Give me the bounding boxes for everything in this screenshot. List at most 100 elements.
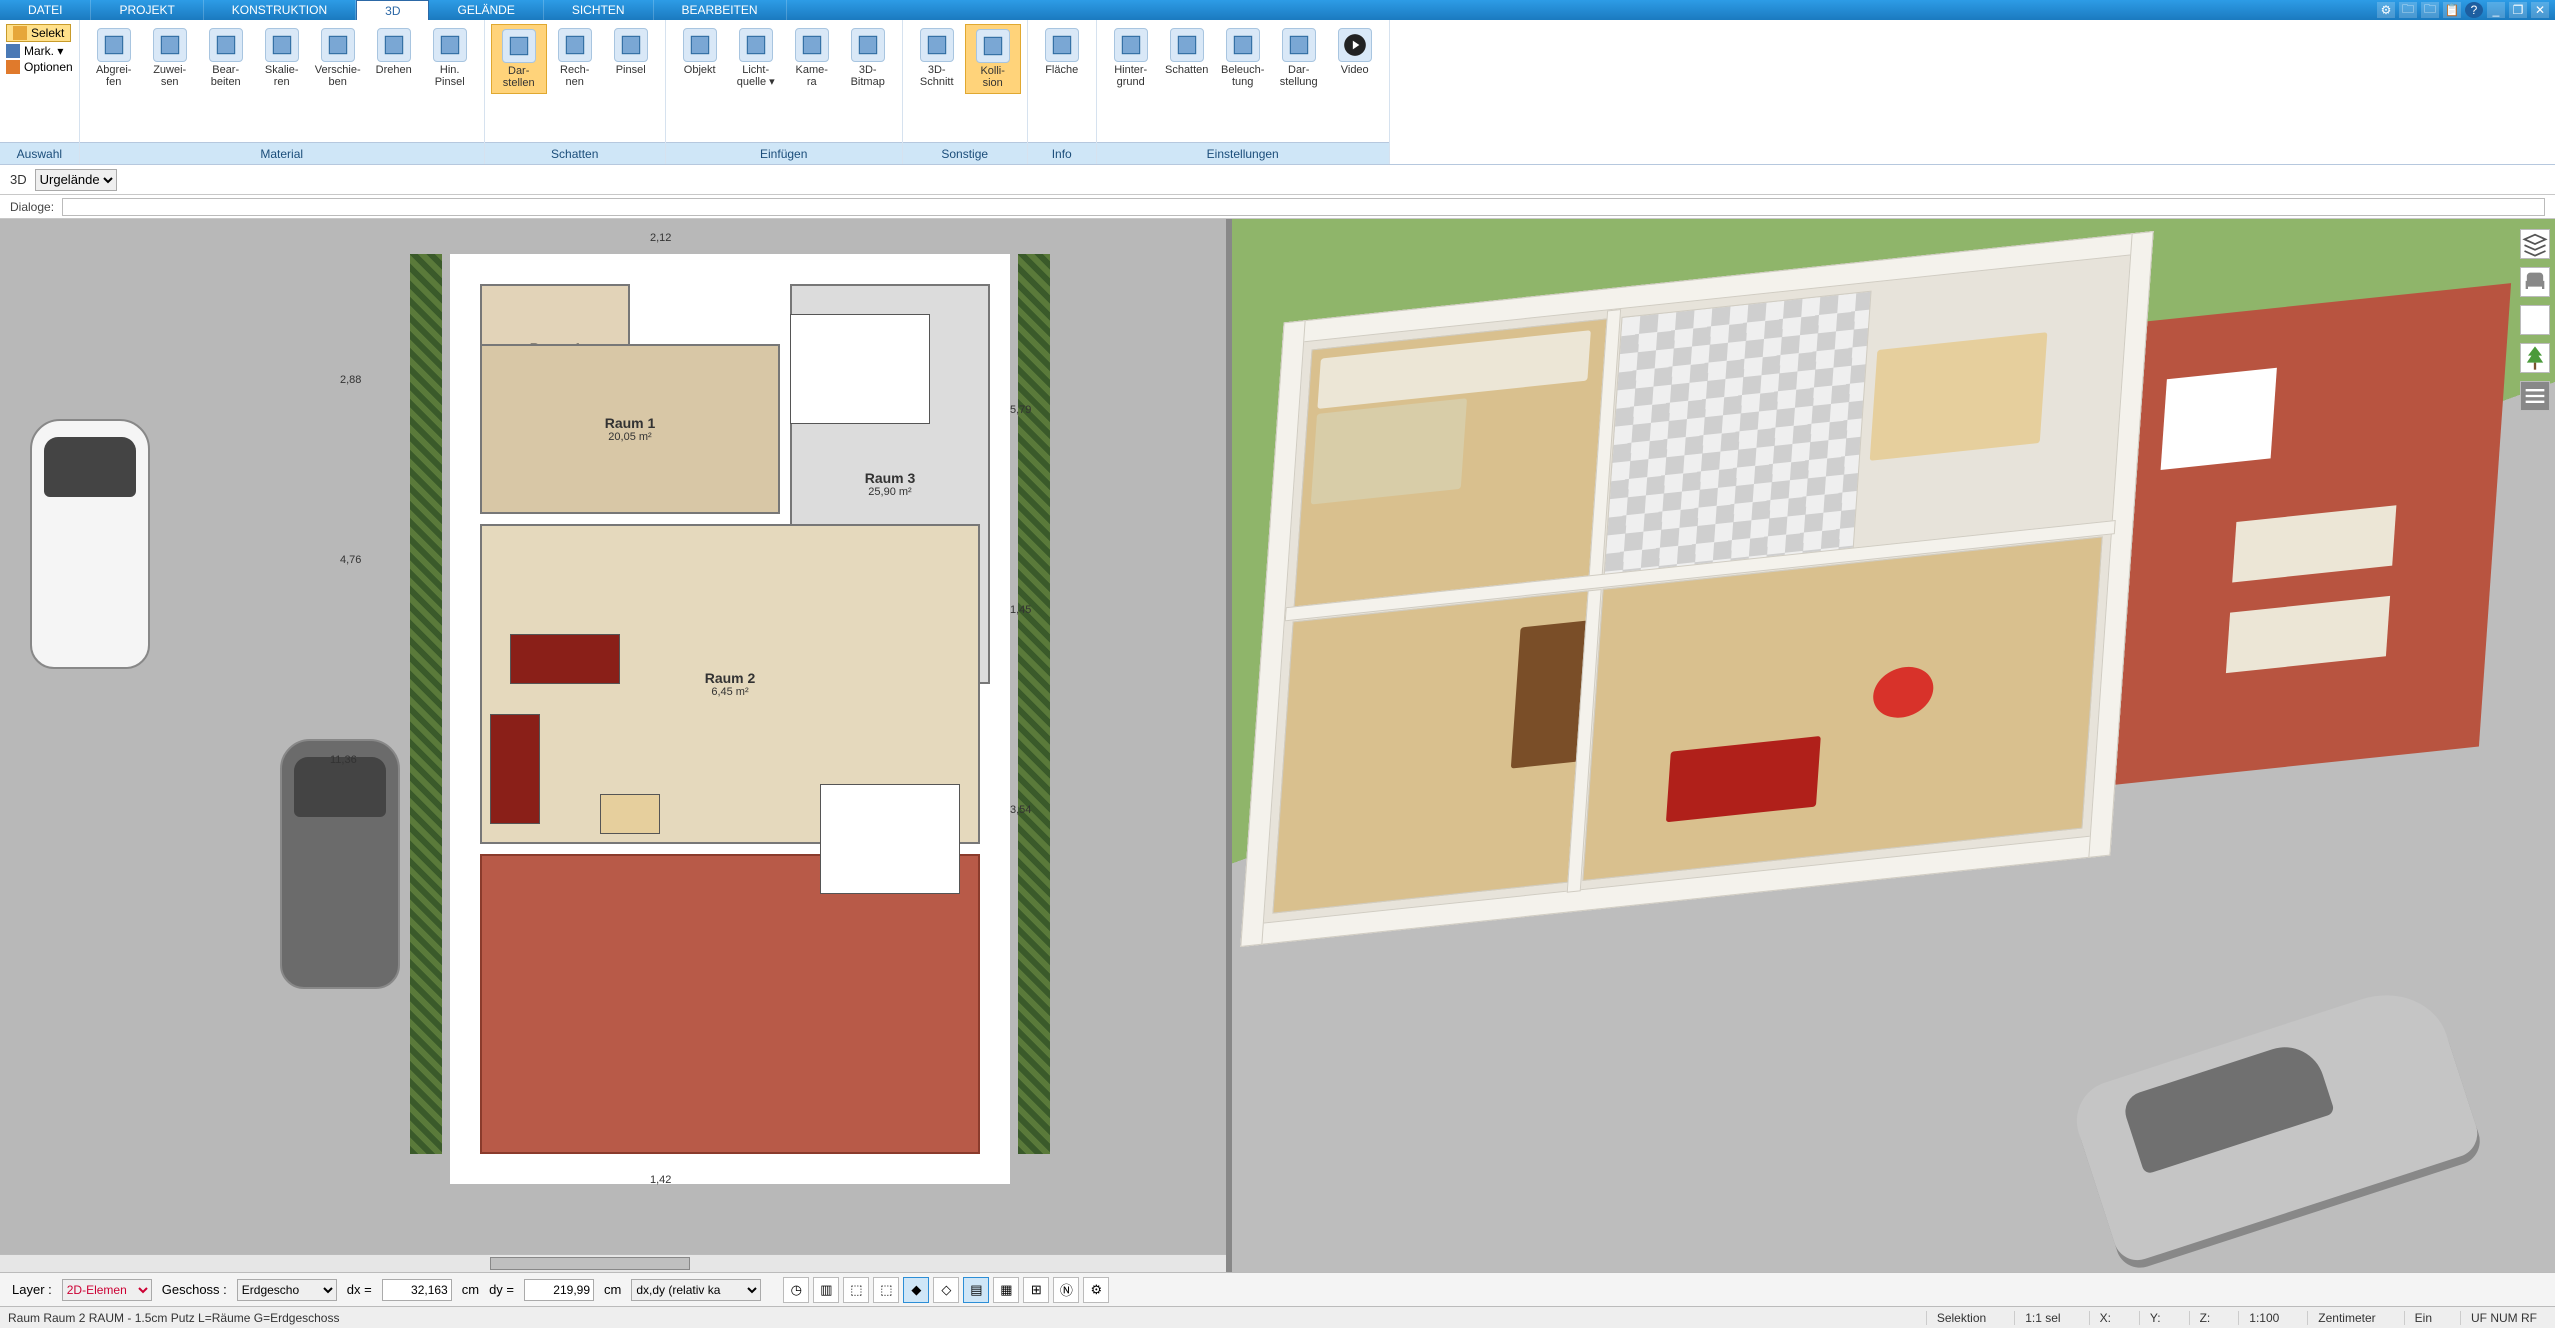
geschoss-select[interactable]: Erdgescho bbox=[237, 1279, 337, 1301]
ribbon-button-label: Kame-ra bbox=[796, 64, 828, 88]
car-icon bbox=[30, 419, 150, 669]
ribbon: SelektMark. ▾OptionenAuswahlAbgrei-fenZu… bbox=[0, 20, 2555, 165]
viewport-3d[interactable] bbox=[1232, 219, 2555, 1272]
coord-mode-select[interactable]: dx,dy (relativ ka bbox=[631, 1279, 761, 1301]
ribbon-button[interactable]: Rech-nen bbox=[547, 24, 603, 92]
maximize-icon[interactable]: ❐ bbox=[2509, 2, 2527, 18]
ribbon-icon bbox=[1226, 28, 1260, 62]
ribbon-button[interactable]: Dar-stellen bbox=[491, 24, 547, 94]
snap-icon[interactable]: ⚙ bbox=[1083, 1277, 1109, 1303]
menu-tab-gelände[interactable]: GELÄNDE bbox=[429, 0, 543, 20]
menu-tab-3d[interactable]: 3D bbox=[356, 0, 429, 20]
kitchen-unit bbox=[1311, 398, 1467, 504]
ribbon-icon bbox=[1114, 28, 1148, 62]
menu-tab-projekt[interactable]: PROJEKT bbox=[91, 0, 203, 20]
help-icon[interactable]: ? bbox=[2465, 2, 2483, 18]
snap-icon[interactable]: ⊞ bbox=[1023, 1277, 1049, 1303]
ribbon-button[interactable]: Hin.Pinsel bbox=[422, 24, 478, 92]
ribbon-icon bbox=[1338, 28, 1372, 62]
snap-icon[interactable]: Ⓝ bbox=[1053, 1277, 1079, 1303]
ribbon-button[interactable]: Schatten bbox=[1159, 24, 1215, 92]
ribbon-button-label: Schatten bbox=[1165, 64, 1208, 88]
ribbon-button[interactable]: Skalie-ren bbox=[254, 24, 310, 92]
ribbon-button[interactable]: Pinsel bbox=[603, 24, 659, 92]
selection-option[interactable]: Mark. ▾ bbox=[6, 44, 63, 58]
ribbon-button-label: 3D-Bitmap bbox=[851, 64, 885, 88]
tool-icon[interactable]: ⚙ bbox=[2377, 2, 2395, 18]
ribbon-button[interactable]: Kame-ra bbox=[784, 24, 840, 92]
menu-tab-konstruktion[interactable]: KONSTRUKTION bbox=[204, 0, 356, 20]
ribbon-button[interactable]: Bear-beiten bbox=[198, 24, 254, 92]
selection-option[interactable]: Optionen bbox=[6, 60, 73, 74]
layers-icon[interactable] bbox=[2520, 229, 2550, 259]
viewport-2d[interactable]: Raum 42,89 m²Raum 120,05 m²Raum 325,90 m… bbox=[0, 219, 1232, 1272]
ribbon-group-einstellungen: Hinter-grundSchatten Beleuch-tungDar-stel… bbox=[1097, 20, 1390, 164]
status-z: Z: bbox=[2189, 1311, 2221, 1325]
selection-option[interactable]: Selekt bbox=[6, 24, 71, 42]
minimize-icon[interactable]: _ bbox=[2487, 2, 2505, 18]
dy-label: dy = bbox=[489, 1282, 514, 1297]
ribbon-button[interactable]: Verschie-ben bbox=[310, 24, 366, 92]
furniture-icon[interactable] bbox=[2520, 267, 2550, 297]
dy-input[interactable] bbox=[524, 1279, 594, 1301]
room[interactable]: Raum 120,05 m² bbox=[480, 344, 780, 514]
ribbon-icon bbox=[1170, 28, 1204, 62]
snap-icon[interactable]: ◆ bbox=[903, 1277, 929, 1303]
ribbon-button-label: Drehen bbox=[376, 64, 412, 88]
ribbon-button[interactable]: Hinter-grund bbox=[1103, 24, 1159, 92]
snap-icon[interactable]: ◇ bbox=[933, 1277, 959, 1303]
ribbon-button[interactable]: 3D-Schnitt bbox=[909, 24, 965, 92]
layer-dropdown[interactable]: Urgelände bbox=[35, 169, 117, 191]
dimension-label: 5,79 bbox=[1010, 404, 1031, 416]
ribbon-button[interactable]: Abgrei-fen bbox=[86, 24, 142, 92]
palette-icon[interactable] bbox=[2520, 305, 2550, 335]
menu-tab-sichten[interactable]: SICHTEN bbox=[544, 0, 654, 20]
ribbon-icon bbox=[97, 28, 131, 62]
ribbon-button[interactable]: Video bbox=[1327, 24, 1383, 92]
menu-tab-bearbeiten[interactable]: BEARBEITEN bbox=[654, 0, 787, 20]
ribbon-group-einfügen: ObjektLicht-quelle ▾Kame-ra3D-BitmapEinf… bbox=[666, 20, 903, 164]
ribbon-icon bbox=[209, 28, 243, 62]
ribbon-button[interactable]: Beleuch-tung bbox=[1215, 24, 1271, 92]
snap-icon[interactable]: ⬚ bbox=[873, 1277, 899, 1303]
tree-icon[interactable] bbox=[2520, 343, 2550, 373]
ribbon-button[interactable]: Fläche bbox=[1034, 24, 1090, 92]
dialog-input[interactable] bbox=[62, 198, 2545, 216]
ribbon-button[interactable]: Zuwei-sen bbox=[142, 24, 198, 92]
view-selector-bar: 3D Urgelände bbox=[0, 165, 2555, 195]
tool-icon[interactable]: 📋 bbox=[2443, 2, 2461, 18]
tool-icon[interactable]: 🗀 bbox=[2421, 2, 2439, 18]
ribbon-icon bbox=[1045, 28, 1079, 62]
ribbon-button-label: Bear-beiten bbox=[211, 64, 241, 88]
furniture-icon bbox=[790, 314, 930, 424]
ribbon-icon bbox=[976, 29, 1010, 63]
ribbon-button[interactable]: Dar-stellung bbox=[1271, 24, 1327, 92]
tool-icon[interactable]: 🗀 bbox=[2399, 2, 2417, 18]
menu-icon[interactable] bbox=[2520, 381, 2550, 411]
ribbon-button[interactable]: Licht-quelle ▾ bbox=[728, 24, 784, 92]
snap-icon[interactable]: ◷ bbox=[783, 1277, 809, 1303]
ribbon-button-label: Zuwei-sen bbox=[153, 64, 186, 88]
layer-select[interactable]: 2D-Elemen bbox=[62, 1279, 152, 1301]
snap-icon[interactable]: ▦ bbox=[993, 1277, 1019, 1303]
close-icon[interactable]: ✕ bbox=[2531, 2, 2549, 18]
ribbon-button[interactable]: 3D-Bitmap bbox=[840, 24, 896, 92]
terrace[interactable] bbox=[480, 854, 980, 1154]
snap-icon[interactable]: ▤ bbox=[963, 1277, 989, 1303]
menu-tab-datei[interactable]: DATEI bbox=[0, 0, 91, 20]
ribbon-button[interactable]: Drehen bbox=[366, 24, 422, 92]
unit-label: cm bbox=[462, 1282, 479, 1297]
horizontal-scrollbar[interactable] bbox=[0, 1254, 1226, 1272]
snap-icon[interactable]: ▥ bbox=[813, 1277, 839, 1303]
dx-input[interactable] bbox=[382, 1279, 452, 1301]
snap-icon[interactable]: ⬚ bbox=[843, 1277, 869, 1303]
ribbon-button[interactable]: Objekt bbox=[672, 24, 728, 92]
ribbon-button-label: Skalie-ren bbox=[265, 64, 299, 88]
table-icon bbox=[2161, 368, 2277, 470]
ribbon-icon bbox=[153, 28, 187, 62]
scrollbar-thumb[interactable] bbox=[490, 1257, 690, 1270]
ribbon-button-label: Kolli-sion bbox=[980, 65, 1004, 89]
ribbon-button[interactable]: Kolli-sion bbox=[965, 24, 1021, 94]
status-ein: Ein bbox=[2404, 1311, 2442, 1325]
ribbon-group-label: Schatten bbox=[485, 142, 665, 164]
